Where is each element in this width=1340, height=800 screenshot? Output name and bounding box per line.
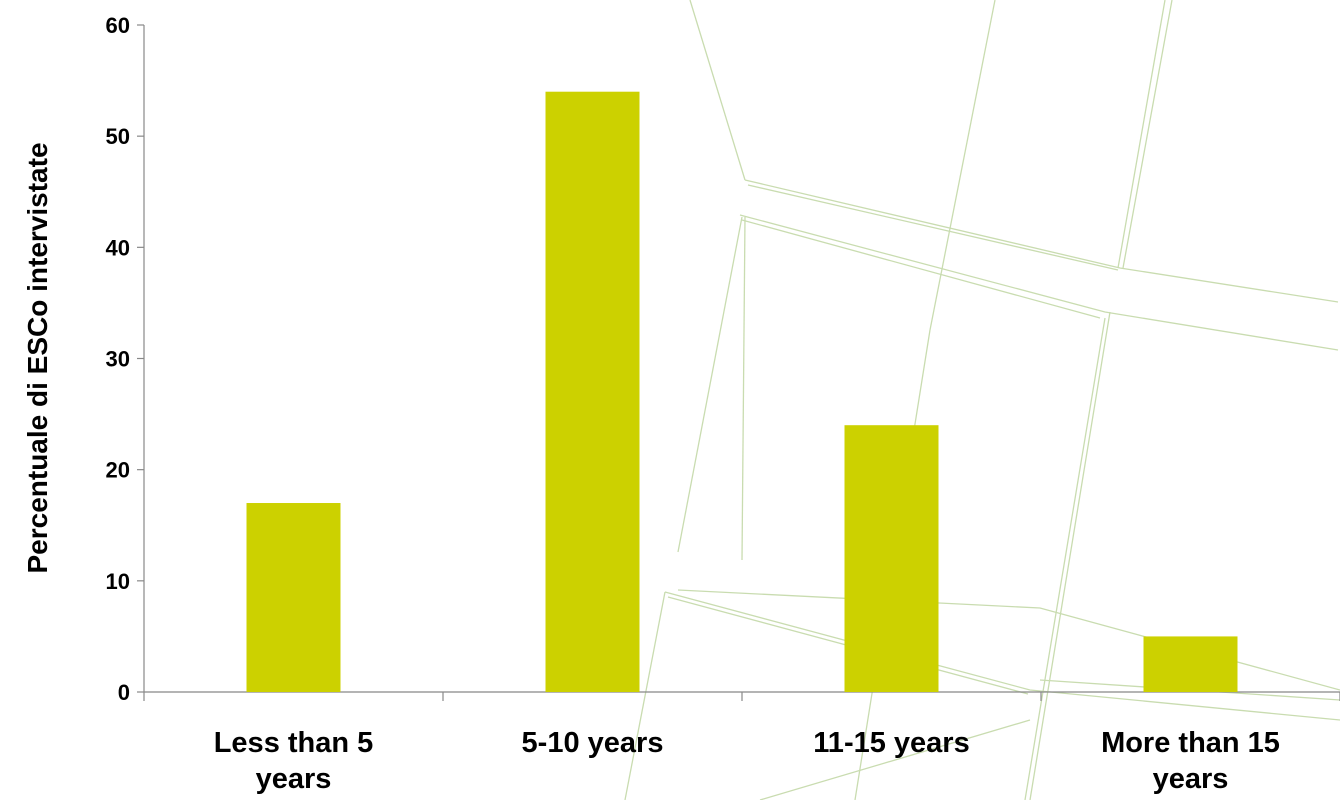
x-category-label: years [256, 763, 332, 795]
y-tick-label: 10 [106, 569, 130, 594]
x-category-labels: Less than 5 years 5-10 years 11-15 years Mor… [214, 727, 1280, 795]
x-category-label: More than 15 [1101, 727, 1280, 759]
bar [1143, 636, 1238, 692]
y-tick-label: 60 [106, 13, 130, 38]
bar [844, 425, 939, 692]
background-decoration [624, 0, 1340, 800]
y-tick-label: 30 [106, 347, 130, 372]
bars [246, 91, 1238, 692]
bar [246, 503, 341, 692]
bar [545, 91, 640, 692]
y-tick-label: 50 [106, 124, 130, 149]
x-category-label: Less than 5 [214, 727, 374, 759]
y-tick-labels: 0 10 20 30 40 50 60 [106, 13, 130, 705]
axes [137, 24, 1340, 701]
y-tick-label: 20 [106, 458, 130, 483]
y-tick-label: 40 [106, 235, 130, 260]
y-axis-label: Percentuale di ESCo intervistate [22, 142, 53, 573]
y-tick-label: 0 [118, 680, 130, 705]
x-category-label: years [1153, 763, 1229, 795]
x-category-label: 5-10 years [522, 727, 664, 759]
x-category-label: 11-15 years [813, 727, 969, 759]
